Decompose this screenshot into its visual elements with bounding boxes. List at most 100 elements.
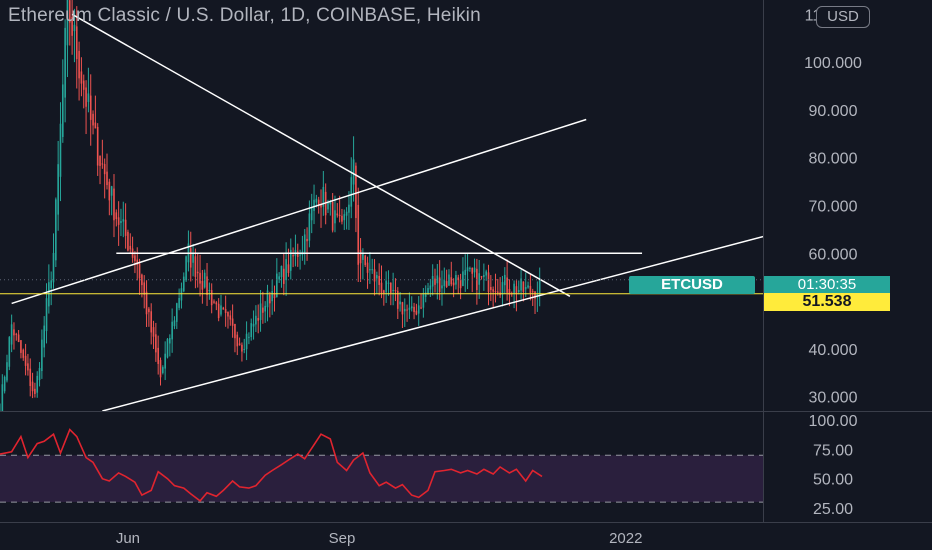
candle (429, 278, 432, 298)
candle-body (168, 338, 171, 344)
candle (403, 298, 406, 327)
candle-body (452, 282, 455, 286)
candle (343, 209, 346, 230)
candle-body (92, 113, 94, 126)
candle-body (1, 384, 4, 411)
candle (10, 314, 13, 353)
candle (206, 263, 208, 307)
candle (187, 230, 190, 272)
candle (145, 280, 148, 327)
candle-body (89, 95, 92, 120)
candle (108, 178, 111, 216)
candle-body (17, 334, 20, 343)
candle (196, 253, 199, 288)
candle (355, 162, 357, 233)
rsi-axis[interactable]: 100.00 75.00 50.00 25.00 (809, 413, 858, 518)
candle (92, 110, 94, 135)
candle (376, 271, 378, 294)
candle (517, 280, 520, 295)
candle (303, 229, 306, 265)
candle-body (115, 212, 118, 219)
candle-body (262, 307, 264, 313)
candle-body (243, 348, 246, 350)
candle-body (257, 317, 260, 321)
candle (85, 80, 87, 135)
candle-body (201, 280, 204, 290)
candle (455, 270, 457, 290)
candle-body (152, 327, 155, 337)
currency-button[interactable]: USD (816, 6, 870, 28)
candle (71, 0, 73, 55)
rsi-pane[interactable] (0, 428, 763, 503)
candle (329, 199, 332, 216)
candle (50, 271, 52, 306)
candle-body (43, 325, 46, 348)
candle-body (313, 199, 315, 211)
candle (1, 374, 4, 411)
candle-body (327, 202, 329, 210)
candle-body (389, 282, 392, 293)
candle (120, 208, 122, 237)
candle (189, 231, 192, 282)
candle (3, 375, 6, 394)
candle-body (464, 269, 467, 276)
candle-body (57, 164, 59, 215)
candle-body (394, 290, 397, 292)
candle-body (459, 279, 462, 289)
candle (401, 301, 404, 329)
candle-body (289, 249, 292, 271)
candle-body (155, 334, 157, 353)
candle (43, 316, 46, 358)
candle (271, 279, 273, 315)
candle-body (478, 273, 481, 285)
candle-body (141, 274, 143, 286)
candle (334, 195, 336, 233)
candle (0, 403, 1, 411)
candle-body (66, 0, 69, 46)
price-pane[interactable] (0, 0, 763, 417)
rsi-tick-label: 50.00 (813, 472, 853, 489)
candle (276, 258, 278, 298)
candle-body (282, 268, 285, 284)
candle (106, 153, 108, 190)
candle-body (55, 199, 57, 261)
candle-body (15, 333, 18, 335)
candle-body (406, 309, 408, 311)
candle (410, 296, 413, 312)
candle-body (501, 282, 504, 295)
candle (494, 273, 497, 303)
candle-body (378, 275, 380, 285)
candle (501, 275, 504, 307)
candle (150, 303, 153, 345)
candle (464, 254, 467, 292)
candle (138, 258, 141, 295)
candle (408, 292, 411, 320)
candle (387, 270, 390, 296)
ticker-label: ETCUSD (629, 276, 755, 294)
candle-body (85, 87, 87, 107)
time-tick-label: 2022 (609, 530, 642, 547)
candle-body (429, 285, 432, 290)
candle-body (334, 210, 336, 224)
candle-body (180, 288, 183, 301)
candle-body (371, 269, 374, 271)
candle-body (441, 285, 443, 289)
candle-body (252, 323, 255, 327)
candle-body (443, 279, 446, 287)
candle-body (194, 256, 197, 277)
candle-body (401, 302, 404, 315)
candle-body (45, 298, 48, 332)
candle-body (299, 254, 301, 256)
candle (236, 331, 239, 356)
candle-body (455, 275, 457, 285)
candle (296, 243, 299, 267)
candle (348, 191, 350, 230)
price-axis[interactable]: 110.000100.00090.00080.00070.00060.00040… (804, 7, 862, 406)
candle (259, 289, 262, 332)
time-axis[interactable]: Jun Sep 2022 (116, 530, 643, 547)
candle (57, 140, 59, 231)
candle-body (315, 198, 318, 203)
candle (213, 299, 215, 304)
candle (350, 157, 353, 219)
